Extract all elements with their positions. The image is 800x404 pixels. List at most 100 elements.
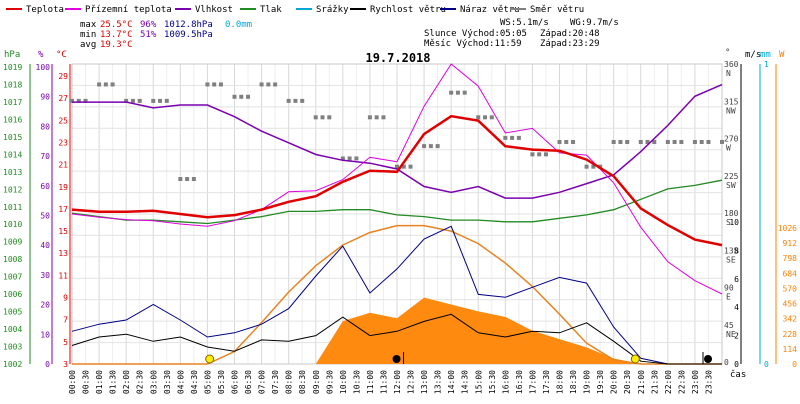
stats-min-temp: 13.7°C: [100, 30, 133, 40]
series-wind-dir-point: [483, 115, 488, 120]
tick-hpa: 1013: [3, 168, 22, 177]
tick-time: 10:00: [339, 370, 348, 394]
tick-solar: 228: [783, 330, 798, 339]
tick-hpa: 1006: [3, 290, 22, 299]
tick-time: 00:30: [82, 370, 91, 394]
tick-time: 08:00: [285, 370, 294, 394]
tick-dir: 0: [724, 358, 729, 367]
series-wind-dir-point: [178, 177, 183, 181]
tick-time: 03:00: [149, 370, 158, 394]
tick-temp: 13: [58, 249, 68, 258]
tick-pct: 80: [40, 122, 50, 131]
tick-temp: 9: [63, 294, 68, 303]
unit-pct: %: [38, 50, 44, 60]
series-wind-dir-point: [455, 90, 460, 95]
series-wind-dir-point: [503, 135, 508, 140]
axes: 1019101810171016101510141013101210111010…: [3, 60, 797, 394]
tick-time: 20:30: [623, 370, 632, 394]
legend-label: Náraz větru: [460, 5, 520, 15]
stats-avg-label: avg: [80, 40, 96, 50]
moonset-marker: [704, 355, 713, 363]
tick-hpa: 1008: [3, 255, 22, 264]
axis-unit-labels: hPa % °C ° m/s mm W čas: [4, 48, 785, 380]
series-wind-dir-point: [699, 140, 704, 144]
tick-time: 18:00: [556, 370, 565, 394]
series-wind-dir-point: [83, 98, 88, 103]
tick-wind: 10: [729, 218, 739, 227]
stats-max-label: max: [80, 20, 97, 30]
series-wind-dir-point: [516, 135, 521, 140]
tick-time: 01:30: [109, 370, 118, 394]
tick-pct: 90: [40, 93, 50, 102]
series-wind-dir-point: [706, 140, 711, 144]
tick-time: 02:30: [136, 370, 145, 394]
tick-solar: 684: [783, 269, 798, 278]
series-wind-dir-point: [672, 140, 677, 144]
tick-hpa: 1014: [3, 150, 22, 159]
tick-temp: 19: [58, 183, 68, 192]
tick-time: 04:30: [190, 370, 199, 394]
series-wind-dir-point: [625, 140, 630, 144]
series-wind-dir-point: [564, 140, 569, 144]
tick-dir: 315: [724, 97, 739, 106]
series-wind-dir-point: [97, 82, 102, 87]
tick-wind: 8: [734, 246, 739, 255]
tick-hpa: 1016: [3, 115, 22, 124]
tick-time: 23:30: [704, 370, 713, 394]
tick-hpa: 1012: [3, 185, 22, 194]
tick-time: 12:30: [407, 370, 416, 394]
series-wind-dir-point: [543, 152, 548, 157]
series-wind-dir-point: [164, 98, 169, 103]
tick-pct: 20: [40, 301, 50, 310]
chart-title: 19.7.2018: [365, 51, 430, 65]
series-wind-dir-point: [618, 140, 623, 144]
series-wind-dir-point: [239, 94, 244, 99]
plot-area: [70, 63, 724, 365]
series-wind-dir-point: [374, 115, 379, 120]
tick-solar: 342: [783, 315, 798, 324]
tick-solar: 798: [783, 254, 798, 263]
tick-dir-name: S: [726, 218, 731, 227]
tick-temp: 27: [58, 94, 68, 103]
tick-hpa: 1003: [3, 343, 22, 352]
tick-time: 23:00: [691, 370, 700, 394]
tick-time: 21:30: [650, 370, 659, 394]
series-temperature: [71, 114, 723, 247]
markers: [205, 352, 713, 364]
tick-time: 02:00: [122, 370, 131, 394]
series-wind-dir-point: [665, 140, 670, 144]
tick-dir-name: W: [726, 144, 731, 153]
series-wind-dir-point: [584, 164, 589, 169]
series-wind-dir-point: [212, 82, 217, 87]
tick-time: 15:00: [474, 370, 483, 394]
tick-time: 21:00: [637, 370, 646, 394]
tick-time: 09:30: [325, 370, 334, 394]
series-wind-dir-point: [327, 115, 332, 120]
series-wind-gust: [71, 225, 722, 365]
tick-hpa: 1005: [3, 308, 22, 317]
series-wind-dir-point: [476, 115, 481, 120]
tick-solar: 0: [792, 360, 797, 369]
legend-label: Vlhkost: [195, 5, 233, 15]
tick-solar: 456: [783, 300, 798, 309]
series-wind-dir-point: [185, 177, 190, 181]
series-wind-dir-point: [557, 140, 562, 144]
tick-time: 15:30: [488, 370, 497, 394]
stats-block: max 25.5°C 96% 1012.8hPa 0.0mm min 13.7°…: [80, 20, 252, 50]
series-wind-dir-point: [191, 177, 196, 181]
tick-dir-name: N: [726, 69, 731, 78]
tick-dir: 270: [724, 135, 739, 144]
series-wind-dir-point: [130, 98, 135, 103]
unit-w: W: [779, 50, 785, 60]
tick-solar: 912: [783, 239, 798, 248]
series-wind-dir-point: [510, 135, 515, 140]
series-wind-dir-point: [652, 140, 657, 144]
tick-time: 22:00: [664, 370, 673, 394]
unit-deg: °C: [56, 50, 67, 60]
series-wind-dir-point: [313, 115, 318, 120]
series-solar-max: [72, 224, 722, 365]
tick-dir: 45: [724, 321, 734, 330]
tick-dir: 225: [724, 172, 739, 181]
tick-pct: 10: [40, 330, 50, 339]
series-wind-dir-point: [395, 164, 399, 169]
